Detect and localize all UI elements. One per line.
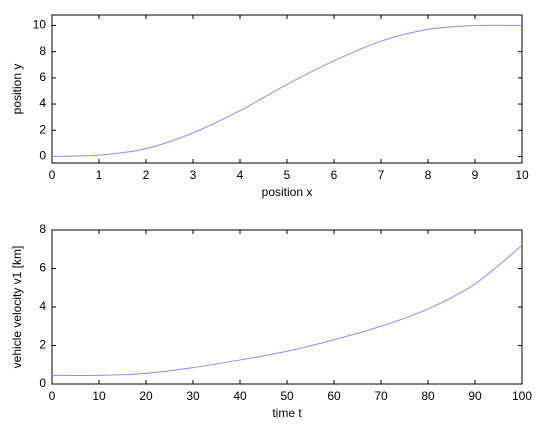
y-tick-label: 6 [39,261,46,275]
y-tick-label: 0 [39,376,46,390]
x-axis-label: time t [272,406,302,420]
x-tick-label: 6 [331,168,338,182]
x-tick-label: 10 [92,389,106,403]
x-tick-label: 0 [49,389,56,403]
x-tick-label: 2 [143,168,150,182]
x-tick-label: 70 [374,389,388,403]
plot-area [51,14,523,164]
x-tick-label: 30 [186,389,200,403]
x-tick-label: 0 [49,168,56,182]
x-tick-label: 60 [327,389,341,403]
data-line [51,245,523,376]
x-tick-label: 3 [190,168,197,182]
y-axis-label: position y [10,64,24,115]
x-tick-label: 10 [515,168,529,182]
y-tick-label: 2 [39,122,46,136]
x-tick-label: 20 [139,389,153,403]
x-tick-label: 7 [378,168,385,182]
y-axis-label: vehicle velocity v1 [km] [10,246,24,369]
x-tick-label: 50 [280,389,294,403]
data-line [51,24,523,157]
x-tick-label: 40 [233,389,247,403]
x-tick-label: 9 [472,168,479,182]
y-tick-label: 4 [39,96,46,110]
x-tick-label: 80 [421,389,435,403]
y-tick-label: 10 [33,18,47,32]
x-tick-label: 5 [284,168,291,182]
y-tick-label: 0 [39,149,46,163]
x-tick-label: 1 [96,168,103,182]
y-tick-label: 6 [39,70,46,84]
x-tick-label: 8 [425,168,432,182]
y-tick-label: 2 [39,338,46,352]
plot-area [51,229,523,385]
x-tick-label: 100 [512,389,532,403]
y-tick-label: 8 [39,44,46,58]
x-tick-label: 4 [237,168,244,182]
y-tick-label: 8 [39,222,46,236]
x-tick-label: 90 [468,389,482,403]
y-tick-label: 4 [39,299,46,313]
x-axis-label: position x [262,185,313,199]
